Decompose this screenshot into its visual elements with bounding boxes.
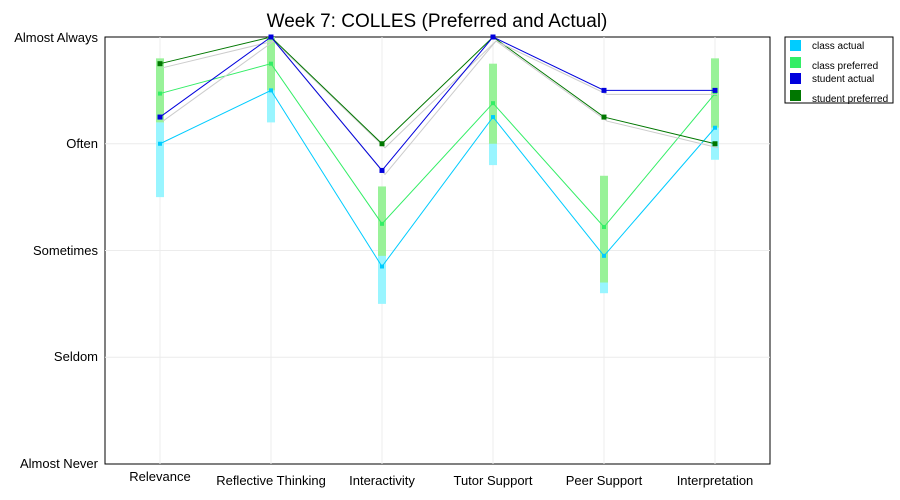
x-tick-label-interactivity: Interactivity — [349, 473, 415, 488]
point-student-actual-reflective-thinking — [268, 34, 274, 40]
x-tick-label-relevance: Relevance — [129, 469, 190, 484]
y-tick-label-almost-never: Almost Never — [20, 456, 99, 471]
legend-swatch-student-preferred — [790, 90, 801, 101]
band-class-actual-interactivity — [378, 250, 386, 304]
point-class-preferred-tutor-support — [491, 101, 495, 106]
band-class-preferred-relevance — [156, 58, 164, 123]
point-class-actual-reflective-thinking — [269, 88, 273, 93]
legend-swatch-class-preferred — [790, 57, 801, 68]
chart-title: Week 7: COLLES (Preferred and Actual) — [267, 11, 608, 32]
legend: class actual class preferred student act… — [784, 36, 894, 105]
point-student-preferred-interactivity — [379, 141, 385, 147]
point-student-actual-interpretation — [712, 87, 718, 93]
point-student-actual-interactivity — [379, 167, 385, 173]
y-tick-label-almost-always: Almost Always — [14, 30, 98, 45]
point-class-actual-interpretation — [713, 125, 717, 130]
y-tick-label-often: Often — [66, 136, 98, 151]
y-axis: Almost Never Seldom Sometimes Often Almo… — [14, 30, 98, 471]
grid-lines — [105, 37, 770, 464]
band-class-actual-relevance — [156, 122, 164, 198]
legend-label-class-actual: class actual — [812, 41, 864, 52]
point-student-actual-peer-support — [601, 87, 607, 93]
series-shadow-student-actual — [162, 40, 718, 176]
point-student-actual-relevance — [157, 114, 163, 120]
band-class-preferred-peer-support — [600, 175, 608, 283]
x-tick-label-interpretation: Interpretation — [677, 473, 754, 488]
series-line-student-preferred — [159, 36, 716, 145]
x-tick-label-tutor-support: Tutor Support — [453, 473, 532, 488]
series-shadow-student-preferred — [162, 40, 719, 149]
point-class-preferred-relevance — [158, 91, 162, 96]
series-line-class-actual — [159, 89, 716, 268]
point-class-actual-interactivity — [380, 264, 384, 269]
point-student-preferred-peer-support — [601, 114, 607, 120]
legend-label-student-preferred: student preferred — [812, 94, 888, 105]
x-tick-label-reflective-thinking: Reflective Thinking — [216, 473, 326, 488]
band-class-preferred-interactivity — [378, 186, 386, 256]
band-class-actual-reflective-thinking — [267, 90, 275, 123]
series-line-class-preferred — [159, 63, 716, 228]
point-student-actual-tutor-support — [490, 34, 496, 40]
point-student-preferred-interpretation — [712, 141, 718, 147]
y-tick-label-seldom: Seldom — [54, 349, 98, 364]
point-class-actual-peer-support — [602, 253, 606, 258]
point-class-actual-tutor-support — [491, 115, 495, 120]
point-class-preferred-reflective-thinking — [269, 61, 273, 66]
x-tick-label-peer-support: Peer Support — [566, 473, 643, 488]
point-student-preferred-relevance — [157, 61, 163, 67]
series-line-student-actual — [159, 36, 715, 172]
legend-label-class-preferred: class preferred — [812, 61, 878, 72]
x-axis: Relevance Reflective Thinking Interactiv… — [129, 469, 753, 488]
y-tick-label-sometimes: Sometimes — [33, 243, 99, 258]
legend-box — [784, 36, 894, 104]
point-class-preferred-peer-support — [602, 225, 606, 230]
legend-swatch-class-actual — [790, 40, 801, 51]
lines-layer — [157, 34, 719, 269]
legend-label-student-actual: student actual — [812, 74, 874, 85]
legend-swatch-student-actual — [790, 73, 801, 84]
point-class-actual-relevance — [158, 141, 162, 146]
bands-layer — [156, 37, 719, 304]
point-class-preferred-interpretation — [713, 91, 717, 96]
point-class-preferred-interactivity — [380, 221, 384, 226]
